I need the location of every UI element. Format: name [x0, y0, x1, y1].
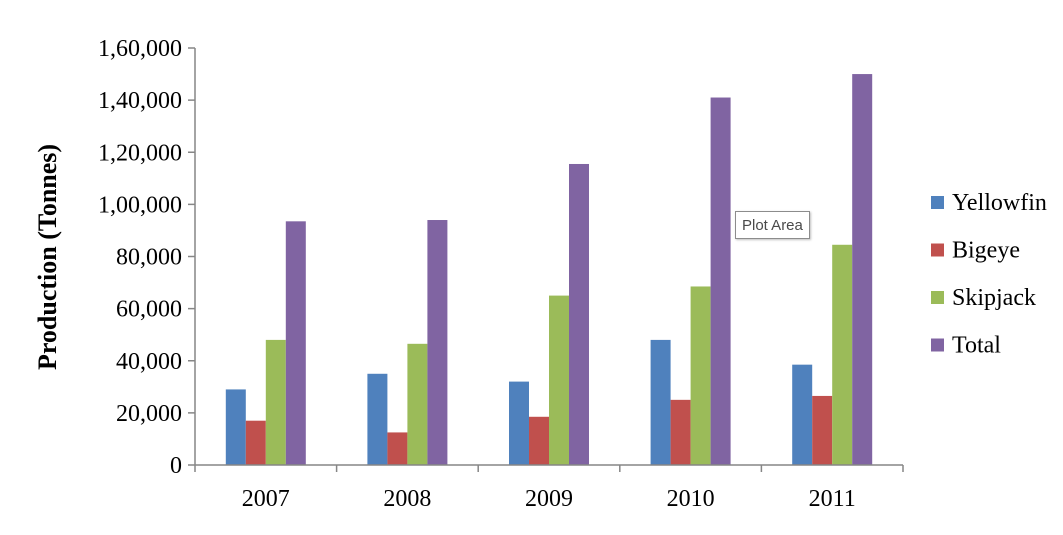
- y-tick-label: 0: [170, 453, 182, 479]
- legend-label-total: Total: [952, 333, 1001, 359]
- legend: Yellowfin Bigeye Skipjack Total: [931, 190, 1047, 359]
- legend-label-bigeye: Bigeye: [952, 238, 1020, 264]
- x-ticks-group: 2007 2008 2009 2010 2011: [194, 465, 904, 512]
- legend-label-skipjack: Skipjack: [952, 285, 1036, 311]
- bar-skipjack-2009: [549, 295, 569, 465]
- x-tick-label: 2008: [383, 486, 431, 512]
- x-tick-label: 2010: [667, 486, 715, 512]
- bar-bigeye-2008: [387, 432, 408, 465]
- y-tick-label: 80,000: [116, 245, 182, 271]
- y-tick-label: 1,60,000: [98, 36, 182, 62]
- plot-area-tooltip: Plot Area: [735, 211, 810, 239]
- bar-yellowfin-2007: [225, 389, 246, 465]
- bar-skipjack-2007: [265, 339, 286, 465]
- bar-yellowfin-2009: [509, 381, 529, 465]
- bar-skipjack-2010: [690, 286, 711, 465]
- y-tick-label: 1,40,000: [98, 88, 182, 114]
- legend-swatch-total: [931, 338, 944, 352]
- legend-label-yellowfin: Yellowfin: [952, 190, 1047, 216]
- bar-skipjack-2008: [407, 343, 428, 465]
- bar-bigeye-2009: [529, 416, 549, 465]
- bars-group: [225, 74, 873, 466]
- bar-total-2009: [569, 163, 589, 465]
- legend-swatch-bigeye: [931, 243, 944, 257]
- bar-total-2010: [710, 97, 731, 466]
- y-ticks-group: 0 20,000 40,000 60,000 80,000 1,00,000 1,20,00…: [98, 36, 195, 479]
- bar-yellowfin-2008: [367, 373, 388, 465]
- y-tick-label: 20,000: [116, 401, 182, 427]
- bar-skipjack-2011: [832, 244, 853, 465]
- y-axis-title: Production (Tonnes): [33, 144, 62, 370]
- x-tick-label: 2011: [809, 486, 856, 512]
- x-tick-label: 2007: [242, 486, 290, 512]
- y-tick-label: 60,000: [116, 297, 182, 323]
- y-tick-label: 1,00,000: [98, 192, 182, 218]
- bar-total-2008: [427, 220, 448, 465]
- bar-bigeye-2007: [245, 420, 266, 465]
- bar-total-2007: [285, 221, 306, 465]
- y-tick-label: 40,000: [116, 349, 182, 375]
- legend-swatch-skipjack: [931, 291, 944, 304]
- bar-bigeye-2010: [670, 399, 691, 465]
- bar-yellowfin-2010: [650, 339, 671, 465]
- x-tick-label: 2009: [525, 486, 573, 512]
- bar-bigeye-2011: [812, 395, 833, 465]
- bar-yellowfin-2011: [792, 364, 813, 465]
- y-tick-label: 1,20,000: [98, 140, 182, 166]
- bar-total-2011: [852, 74, 873, 465]
- legend-swatch-yellowfin: [931, 196, 944, 209]
